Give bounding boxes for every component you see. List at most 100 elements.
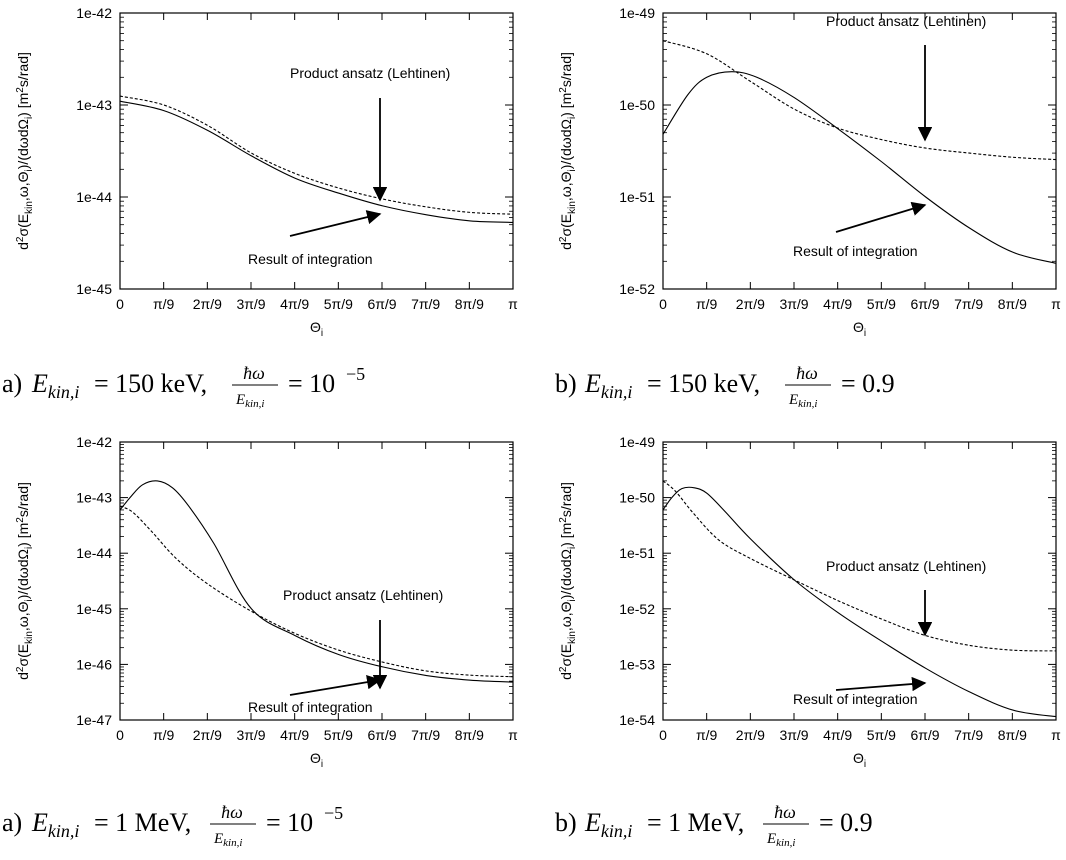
chart-panel-bottom-right: 0 π/9 2π/9 3π/9 4π/9 5π/9 6π/9 7π/9 8π/9 π 1e-54 1e… <box>555 434 1061 849</box>
panel-caption: b) Ekin,i = 150 keV, ħω Ekin,i = 0.9 <box>555 363 895 410</box>
y-tick-label: 1e-51 <box>619 545 655 561</box>
y-tick-label: 1e-45 <box>76 281 112 297</box>
svg-text:a): a) <box>2 808 22 837</box>
y-tick-label: 1e-42 <box>76 5 112 21</box>
svg-text:= 10: = 10 <box>288 369 335 398</box>
annotation-arrow <box>835 676 927 692</box>
series-line-result-of-integration <box>662 71 1057 264</box>
x-tick-label: 0 <box>116 296 124 312</box>
y-tick-label: 1e-51 <box>619 189 655 205</box>
svg-text:−5: −5 <box>346 364 365 384</box>
y-axis-label: d2σ(Ekin,ω,Θi)/(dωdΩi) [m2s/rad] <box>558 52 578 250</box>
annotation-result-of-integration: Result of integration <box>793 243 918 259</box>
x-tick-label: 7π/9 <box>954 296 983 312</box>
svg-text:Ekin,i: Ekin,i <box>31 369 79 402</box>
x-tick-label: 2π/9 <box>736 727 765 743</box>
x-tick-label: 4π/9 <box>823 727 852 743</box>
annotation-result-of-integration: Result of integration <box>793 691 918 707</box>
y-tick-label: 1e-53 <box>619 656 655 672</box>
x-tick-label: 3π/9 <box>236 296 265 312</box>
annotation-result-of-integration: Result of integration <box>248 251 373 267</box>
x-tick-label: 8π/9 <box>455 296 484 312</box>
svg-text:ħω: ħω <box>774 802 796 822</box>
svg-text:= 150 keV,: = 150 keV, <box>94 369 207 398</box>
chart-panel-top-right: 0 π/9 2π/9 3π/9 4π/9 5π/9 6π/9 7π/9 8π/9 π 1e-52 1e… <box>555 5 1061 410</box>
svg-text:Ekin,i: Ekin,i <box>766 831 795 849</box>
x-tick-label: π <box>508 296 518 312</box>
y-tick-label: 1e-52 <box>619 601 655 617</box>
series-line-result-of-integration <box>662 486 1057 718</box>
svg-text:Ekin,i: Ekin,i <box>584 369 632 402</box>
plot-frame <box>119 441 514 721</box>
chart-panel-bottom-left: 0 π/9 2π/9 3π/9 4π/9 5π/9 6π/9 7π/9 8π/9 π 1e-47 1e… <box>2 434 518 849</box>
x-tick-label: 8π/9 <box>998 296 1027 312</box>
x-tick-label: 6π/9 <box>910 727 939 743</box>
x-tick-label: π <box>1051 296 1061 312</box>
x-tick-label: π/9 <box>153 727 175 743</box>
annotation-result-of-integration: Result of integration <box>248 699 373 715</box>
annotation-product-ansatz: Product ansatz (Lehtinen) <box>826 13 986 29</box>
annotation-product-ansatz: Product ansatz (Lehtinen) <box>826 558 986 574</box>
plot-frame <box>662 441 1057 721</box>
series-line-result-of-integration <box>119 480 514 683</box>
x-tick-label: 2π/9 <box>193 727 222 743</box>
svg-text:= 10: = 10 <box>266 808 313 837</box>
svg-text:ħω: ħω <box>796 363 818 383</box>
x-axis-label: Θi <box>853 750 866 770</box>
y-tick-label: 1e-44 <box>76 545 112 561</box>
y-tick-label: 1e-49 <box>619 5 655 21</box>
x-tick-label: 5π/9 <box>324 727 353 743</box>
y-axis-label: d2σ(Ekin,ω,Θi)/(dωdΩi) [m2s/rad] <box>15 482 35 680</box>
svg-text:−5: −5 <box>324 803 343 823</box>
x-tick-label: 7π/9 <box>954 727 983 743</box>
y-tick-label: 1e-44 <box>76 189 112 205</box>
x-tick-label: 2π/9 <box>736 296 765 312</box>
x-tick-label: 3π/9 <box>236 727 265 743</box>
svg-text:ħω: ħω <box>221 802 243 822</box>
svg-text:b): b) <box>555 808 577 837</box>
x-tick-label: 4π/9 <box>280 727 309 743</box>
y-tick-label: 1e-49 <box>619 434 655 450</box>
x-tick-label: π <box>1051 727 1061 743</box>
y-tick-label: 1e-43 <box>76 490 112 506</box>
y-tick-label: 1e-43 <box>76 97 112 113</box>
x-tick-label: 7π/9 <box>411 296 440 312</box>
x-tick-label: 7π/9 <box>411 727 440 743</box>
svg-text:Ekin,i: Ekin,i <box>213 831 242 849</box>
x-tick-label: 6π/9 <box>910 296 939 312</box>
x-tick-label: 8π/9 <box>998 727 1027 743</box>
panel-caption: a) Ekin,i = 150 keV, ħω Ekin,i = 10 −5 <box>2 363 365 410</box>
y-tick-label: 1e-47 <box>76 712 112 728</box>
y-tick-label: 1e-54 <box>619 712 655 728</box>
y-axis-label: d2σ(Ekin,ω,Θi)/(dωdΩi) [m2s/rad] <box>558 482 578 680</box>
y-tick-label: 1e-42 <box>76 434 112 450</box>
plot-frame <box>662 12 1057 290</box>
svg-text:b): b) <box>555 369 577 398</box>
panel-caption: b) Ekin,i = 1 MeV, ħω Ekin,i = 0.9 <box>555 802 873 849</box>
svg-text:Ekin,i: Ekin,i <box>235 392 264 410</box>
series-line-product-ansatz <box>662 480 1057 652</box>
y-tick-label: 1e-50 <box>619 97 655 113</box>
annotation-arrow <box>835 201 927 233</box>
x-tick-label: π/9 <box>696 727 718 743</box>
svg-text:= 0.9: = 0.9 <box>841 369 895 398</box>
y-tick-label: 1e-50 <box>619 490 655 506</box>
svg-text:a): a) <box>2 369 22 398</box>
series-line-product-ansatz <box>662 40 1057 161</box>
x-tick-label: 6π/9 <box>367 296 396 312</box>
series-line-product-ansatz <box>119 95 514 215</box>
plot-frame <box>119 12 514 290</box>
x-tick-label: 5π/9 <box>867 727 896 743</box>
x-tick-label: π <box>508 727 518 743</box>
svg-text:= 1 MeV,: = 1 MeV, <box>647 808 744 837</box>
x-tick-label: π/9 <box>696 296 718 312</box>
x-axis-label: Θi <box>310 319 323 339</box>
y-tick-label: 1e-46 <box>76 656 112 672</box>
x-tick-label: 3π/9 <box>779 727 808 743</box>
svg-text:ħω: ħω <box>243 363 265 383</box>
annotation-product-ansatz: Product ansatz (Lehtinen) <box>283 587 443 603</box>
x-tick-label: 5π/9 <box>324 296 353 312</box>
annotation-arrow <box>289 210 382 237</box>
svg-text:Ekin,i: Ekin,i <box>788 392 817 410</box>
